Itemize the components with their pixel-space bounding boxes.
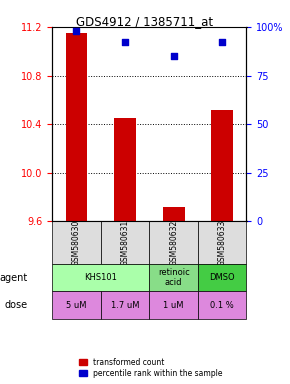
Text: GSM580631: GSM580631 bbox=[121, 220, 130, 266]
FancyBboxPatch shape bbox=[101, 222, 149, 264]
Text: 1.7 uM: 1.7 uM bbox=[111, 301, 139, 310]
FancyBboxPatch shape bbox=[52, 222, 101, 264]
Text: 0.1 %: 0.1 % bbox=[210, 301, 234, 310]
Legend: transformed count, percentile rank within the sample: transformed count, percentile rank withi… bbox=[77, 355, 225, 380]
Point bbox=[220, 40, 224, 46]
Text: 5 uM: 5 uM bbox=[66, 301, 87, 310]
Point bbox=[171, 53, 176, 59]
Text: agent: agent bbox=[0, 273, 28, 283]
Point bbox=[123, 40, 127, 46]
Text: GDS4912 / 1385711_at: GDS4912 / 1385711_at bbox=[77, 15, 213, 28]
Bar bbox=[114, 118, 136, 222]
FancyBboxPatch shape bbox=[52, 264, 149, 291]
FancyBboxPatch shape bbox=[198, 222, 246, 264]
Text: KHS101: KHS101 bbox=[84, 273, 117, 282]
FancyBboxPatch shape bbox=[198, 291, 246, 319]
Point bbox=[74, 28, 79, 34]
Text: GSM580632: GSM580632 bbox=[169, 220, 178, 266]
Bar bbox=[66, 33, 87, 222]
Bar bbox=[211, 109, 233, 222]
FancyBboxPatch shape bbox=[52, 291, 101, 319]
Text: dose: dose bbox=[5, 300, 28, 310]
FancyBboxPatch shape bbox=[101, 291, 149, 319]
Text: GSM580630: GSM580630 bbox=[72, 220, 81, 266]
Text: 1 uM: 1 uM bbox=[163, 301, 184, 310]
Text: DMSO: DMSO bbox=[209, 273, 235, 282]
FancyBboxPatch shape bbox=[198, 264, 246, 291]
FancyBboxPatch shape bbox=[149, 291, 198, 319]
FancyBboxPatch shape bbox=[149, 264, 198, 291]
Text: retinoic
acid: retinoic acid bbox=[158, 268, 189, 287]
Text: GSM580633: GSM580633 bbox=[218, 220, 227, 266]
FancyBboxPatch shape bbox=[149, 222, 198, 264]
Bar bbox=[163, 207, 184, 222]
